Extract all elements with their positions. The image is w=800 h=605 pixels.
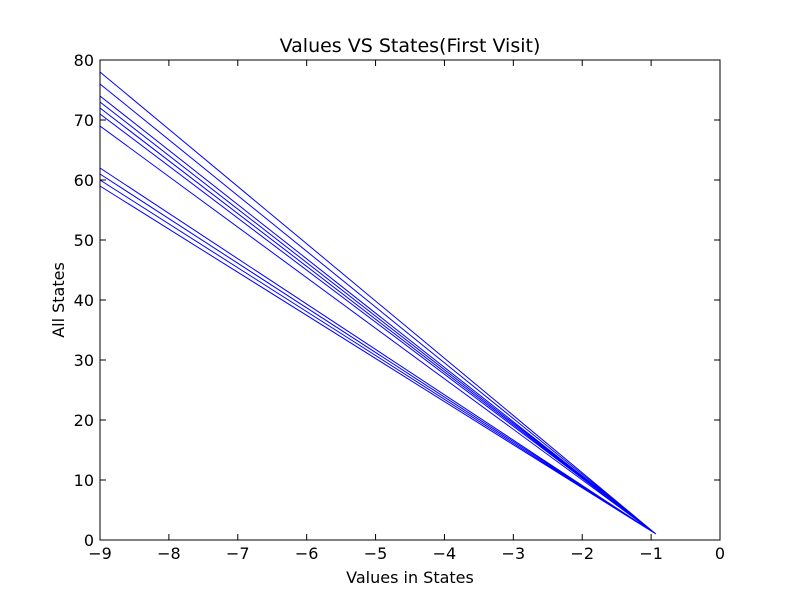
ticks-layer: −9 −8 −7 −6 −5 −4 −3 −2 −1 0 0 10 20 30 40 50 60 70 80: [74, 51, 725, 563]
x-axis-label: Values in States: [346, 568, 474, 587]
x-tick-label: −5: [364, 544, 388, 563]
series-layer: [99, 71, 657, 535]
y-tick-label: 80: [74, 51, 94, 70]
y-tick-label: 60: [74, 171, 94, 190]
x-tick-label: 0: [715, 544, 725, 563]
y-tick-label: 10: [74, 471, 94, 490]
x-tick-label: −4: [433, 544, 457, 563]
chart-title: Values VS States(First Visit): [280, 35, 541, 57]
y-tick-label: 50: [74, 231, 94, 250]
x-tick-label: −8: [157, 544, 181, 563]
x-tick-label: −9: [88, 544, 112, 563]
x-tick-label: −3: [502, 544, 526, 563]
series-line: [99, 71, 657, 535]
y-tick-label: 40: [74, 291, 94, 310]
y-tick-label: 70: [74, 111, 94, 130]
plot-area-frame: [99, 59, 721, 541]
x-tick-label: −6: [295, 544, 319, 563]
x-tick-label: −2: [570, 544, 594, 563]
x-tick-label: −1: [639, 544, 663, 563]
y-axis-label: All States: [49, 262, 68, 338]
x-tick-label: −7: [226, 544, 250, 563]
y-tick-label: 0: [84, 531, 94, 550]
y-tick-label: 20: [74, 411, 94, 430]
y-tick-label: 30: [74, 351, 94, 370]
